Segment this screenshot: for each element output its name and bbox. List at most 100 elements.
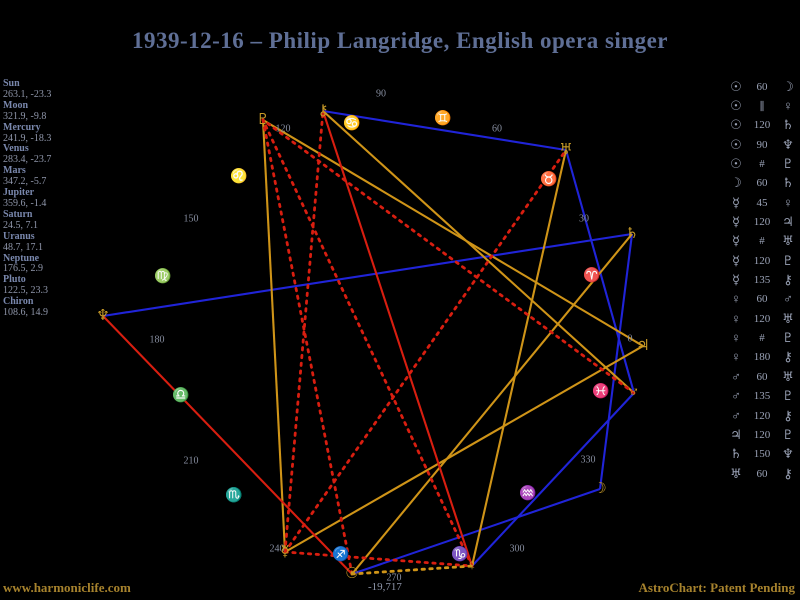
- aspect-row-mercury-jupiter: ☿ 120 ♃: [727, 212, 797, 231]
- planet-row: Sun 263.1, -23.3: [3, 78, 118, 101]
- jupiter-icon: ♃: [730, 426, 742, 442]
- aspect-row-venus-uranus: ♀ 120 ♅: [727, 309, 797, 328]
- degree-label-30: 30: [579, 214, 589, 225]
- sign-scorpio-icon: ♏: [225, 487, 242, 504]
- venus-icon: ♀: [783, 194, 793, 210]
- aspect-angle: 60: [756, 293, 768, 306]
- aspect-angle: #: [759, 158, 765, 171]
- aspect-line-mercury-venus: [283, 550, 474, 568]
- aspect-angle: 60: [756, 467, 768, 480]
- planet-pluto-icon: ♇: [256, 112, 269, 128]
- pluto-icon: ♇: [782, 252, 794, 268]
- venus-icon: ♀: [731, 291, 741, 307]
- degree-label-60: 60: [492, 124, 502, 135]
- pluto-icon: ♇: [782, 330, 794, 346]
- saturn-icon: ♄: [782, 117, 794, 133]
- planet-saturn-icon: ♄: [625, 226, 638, 242]
- planet-row: Pluto 122.5, 23.3: [3, 274, 118, 297]
- aspect-row-sun-venus: ☉ ∥ ♀: [727, 96, 797, 115]
- chiron-icon: ⚷: [783, 272, 793, 288]
- aspect-line-sun-pluto: [261, 118, 354, 576]
- aspect-line-mercury-jupiter: [284, 345, 644, 553]
- aspect-line-jupiter-pluto: [262, 119, 644, 347]
- aspect-line-sun-venus: [350, 564, 474, 576]
- planet-row: Uranus 48.7, 17.1: [3, 231, 118, 254]
- aspect-angle: 60: [756, 370, 768, 383]
- planet-position-value: 347.2, -5.7: [3, 176, 47, 188]
- planet-row: Mercury 241.9, -18.3: [3, 121, 118, 145]
- degree-label-330: 330: [581, 455, 596, 466]
- planet-position-value: 122.5, 23.3: [3, 285, 48, 297]
- aspect-row-sun-neptune: ☉ 90 ♆: [727, 135, 797, 154]
- aspect-line-venus-pluto: [261, 118, 474, 568]
- aspect-row-venus-pluto: ♀ # ♇: [727, 328, 797, 347]
- planet-name-label: Jupiter: [3, 187, 35, 199]
- mars-icon: ♂: [783, 291, 793, 307]
- aspect-angle: 135: [753, 274, 771, 287]
- aspect-angle: 120: [753, 428, 771, 441]
- mercury-icon: ☿: [732, 233, 740, 249]
- sign-taurus-icon: ♉: [540, 171, 557, 188]
- aspect-angle: 150: [753, 448, 771, 461]
- aspect-angle: 60: [756, 177, 768, 190]
- jupiter-icon: ♃: [782, 214, 794, 230]
- mars-icon: ♂: [731, 407, 741, 423]
- neptune-icon: ♆: [782, 136, 794, 152]
- aspect-row-sun-pluto: ☉ # ♇: [727, 154, 797, 173]
- pluto-icon: ♇: [782, 426, 794, 442]
- degree-label-90: 90: [376, 89, 386, 100]
- chiron-icon: ⚷: [783, 407, 793, 423]
- planet-position-value: 176.5, 2.9: [3, 263, 43, 275]
- aspect-list: ☉ 60 ☽ ☉ ∥ ♀ ☉ 120 ♄ ☉ 90 ♆ ☉ # ♇ ☽ 60 ♄ ☿ 45 ♀ ☿ 120 ♃ ☿ # ♅ ☿ 120 ♇…: [727, 77, 797, 483]
- degree-label-120: 120: [276, 124, 291, 135]
- planet-position-value: 263.1, -23.3: [3, 88, 52, 100]
- moon-icon: ☽: [730, 175, 742, 191]
- mercury-icon: ☿: [732, 252, 740, 268]
- planet-position-value: 321.9, -9.8: [3, 110, 47, 122]
- degree-label-270: 270: [387, 573, 402, 584]
- mars-icon: ♂: [731, 368, 741, 384]
- planet-mercury-icon: ☿: [280, 544, 289, 560]
- aspect-angle: 120: [753, 119, 771, 132]
- planet-uranus-icon: ♅: [559, 142, 572, 158]
- mercury-icon: ☿: [732, 194, 740, 210]
- degree-label-0: 0: [628, 334, 633, 345]
- venus-icon: ♀: [731, 349, 741, 365]
- aspect-row-uranus-chiron: ♅ 60 ⚷: [727, 464, 797, 483]
- aspect-line-venus-uranus: [470, 149, 568, 567]
- planet-row: Mars 347.2, -5.7: [3, 165, 118, 188]
- aspect-line-mars-chiron: [322, 110, 635, 394]
- planet-row: Chiron 108.6, 14.9: [3, 296, 118, 319]
- uranus-icon: ♅: [782, 368, 794, 384]
- sign-libra-icon: ♎: [172, 387, 189, 404]
- sign-capricorn-icon: ♑: [451, 546, 468, 563]
- planet-name-label: Neptune: [3, 252, 40, 264]
- aspect-angle: 120: [753, 254, 771, 267]
- planet-position-value: 24.5, 7.1: [3, 219, 38, 231]
- planet-row: Moon 321.9, -9.8: [3, 100, 118, 123]
- aspect-row-mercury-uranus: ☿ # ♅: [727, 232, 797, 251]
- mercury-icon: ☿: [732, 214, 740, 230]
- planet-venus-icon: ♀: [466, 558, 477, 574]
- aspect-angle: 120: [753, 312, 771, 325]
- moon-icon: ☽: [782, 78, 794, 94]
- degree-label-300: 300: [510, 544, 525, 555]
- aspect-row-sun-saturn: ☉ 120 ♄: [727, 116, 797, 135]
- aspect-row-mercury-venus: ☿ 45 ♀: [727, 193, 797, 212]
- planet-name-label: Mars: [3, 165, 26, 177]
- aspect-line-uranus-chiron: [322, 109, 567, 152]
- sign-gemini-icon: ♊: [434, 110, 451, 127]
- aspect-angle: 45: [756, 196, 768, 209]
- venus-icon: ♀: [731, 330, 741, 346]
- aspect-angle: 120: [753, 216, 771, 229]
- sign-sagittarius-icon: ♐: [332, 546, 349, 563]
- uranus-icon: ♅: [782, 310, 794, 326]
- planet-name-label: Mercury: [3, 121, 41, 133]
- sun-icon: ☉: [730, 136, 742, 152]
- degree-label-180: 180: [150, 335, 165, 346]
- degree-label-210: 210: [184, 456, 199, 467]
- planet-row: Venus 283.4, -23.7: [3, 144, 118, 166]
- aspect-line-sun-saturn: [351, 233, 633, 575]
